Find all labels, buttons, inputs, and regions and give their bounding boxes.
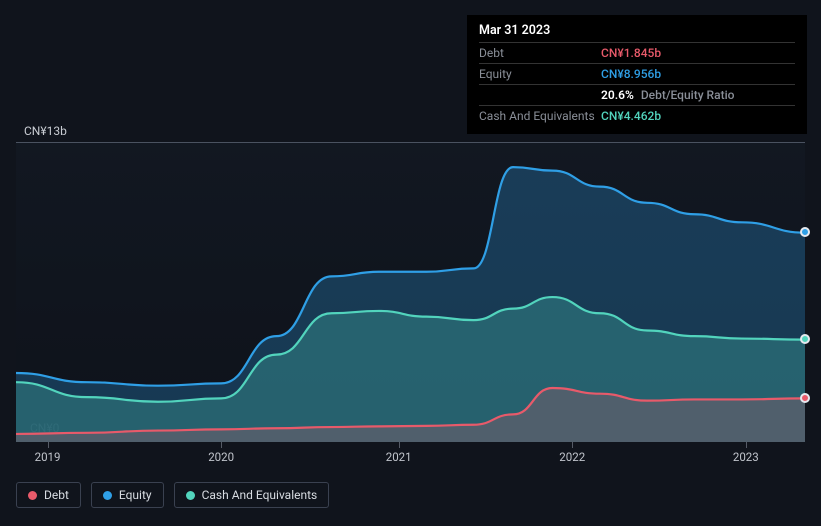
legend-item-cash[interactable]: Cash And Equivalents: [174, 482, 330, 508]
x-tick: [221, 442, 222, 448]
x-label: 2022: [559, 450, 585, 464]
tooltip-row-equity: Equity CN¥8.956b: [479, 63, 795, 84]
tooltip-value-cash: CN¥4.462b: [601, 109, 661, 123]
x-label: 2020: [208, 450, 234, 464]
x-label: 2019: [35, 450, 61, 464]
end-marker-cash[interactable]: [800, 334, 810, 344]
y-axis-top-label: CN¥13b: [24, 124, 67, 138]
debt-icon: [28, 491, 37, 500]
legend-label-debt: Debt: [44, 488, 69, 502]
tooltip-value-debt: CN¥1.845b: [601, 46, 661, 60]
end-marker-debt[interactable]: [800, 393, 810, 403]
tooltip-value-ratio: 20.6% Debt/Equity Ratio: [601, 88, 734, 102]
x-label: 2023: [733, 450, 759, 464]
x-tick: [746, 442, 747, 448]
tooltip-row-debt: Debt CN¥1.845b: [479, 42, 795, 63]
x-tick: [572, 442, 573, 448]
tooltip-ratio-percent: 20.6%: [601, 88, 634, 102]
legend-label-cash: Cash And Equivalents: [202, 488, 318, 502]
tooltip-row-cash: Cash And Equivalents CN¥4.462b: [479, 105, 795, 126]
tooltip-label-equity: Equity: [479, 67, 601, 81]
tooltip-value-equity: CN¥8.956b: [601, 67, 661, 81]
tooltip-label-cash: Cash And Equivalents: [479, 109, 601, 123]
tooltip-label-ratio: [479, 88, 601, 102]
x-label: 2021: [386, 450, 412, 464]
plot-area[interactable]: [16, 142, 805, 442]
tooltip-box: Mar 31 2023 Debt CN¥1.845b Equity CN¥8.9…: [467, 15, 807, 134]
x-axis: 2019 2020 2021 2022 2023: [16, 448, 805, 468]
legend-label-equity: Equity: [119, 488, 152, 502]
legend: Debt Equity Cash And Equivalents: [16, 482, 329, 508]
legend-item-debt[interactable]: Debt: [16, 482, 81, 508]
end-marker-equity[interactable]: [800, 227, 810, 237]
tooltip-date: Mar 31 2023: [479, 23, 795, 38]
legend-item-equity[interactable]: Equity: [91, 482, 164, 508]
tooltip-label-debt: Debt: [479, 46, 601, 60]
x-tick: [48, 442, 49, 448]
plot-svg: [16, 143, 805, 442]
equity-icon: [103, 491, 112, 500]
x-tick: [399, 442, 400, 448]
tooltip-row-ratio: 20.6% Debt/Equity Ratio: [479, 84, 795, 105]
cash-icon: [186, 491, 195, 500]
tooltip-ratio-suffix: Debt/Equity Ratio: [641, 88, 735, 102]
chart-container: Mar 31 2023 Debt CN¥1.845b Equity CN¥8.9…: [0, 0, 821, 526]
